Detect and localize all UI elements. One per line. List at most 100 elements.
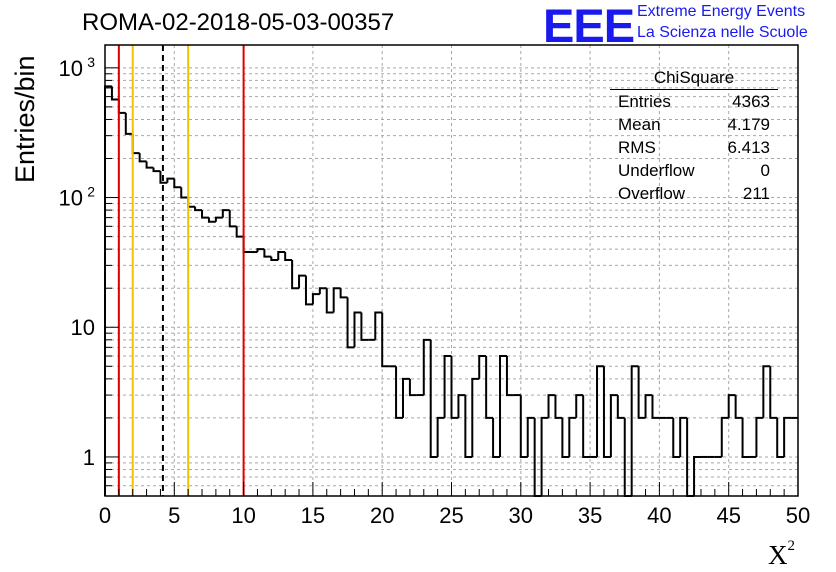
histogram-bin [783,416,792,457]
y-tick-label: 10 [59,56,83,81]
histogram-bin [311,293,320,305]
histogram-bin [540,416,549,496]
x-tick-label: 5 [168,503,180,528]
histogram-bin [277,251,286,260]
x-tick-label: 10 [231,503,255,528]
histogram-bin [152,167,161,173]
histogram-bin [325,288,334,314]
histogram-bin [422,338,431,396]
histogram-bin [138,153,147,163]
x-tick-label: 0 [99,503,111,528]
x-axis-label-base: X [768,540,788,570]
histogram-bin [769,366,778,419]
histogram-bin [339,288,348,299]
x-tick-label: 15 [301,503,325,528]
histogram-bin [644,394,653,418]
stats-key: RMS [618,138,656,157]
histogram-bin [228,210,237,228]
histogram-bin [651,395,660,419]
y-tick-label: 10 [59,186,83,211]
histogram-bin [443,355,452,418]
histogram-bin [235,226,244,238]
x-tick-label: 30 [509,503,533,528]
x-tick-label: 45 [716,503,740,528]
histogram-bin [318,287,327,295]
histogram-bin [457,394,466,418]
histogram-bin [492,417,501,458]
histogram-bin [471,377,480,457]
x-axis-label: X2 [768,538,796,571]
histogram-bin [637,366,646,419]
axis-ticks [104,67,799,497]
histogram-bin [173,178,182,189]
stats-row-entries: Entries 4363 [618,92,770,114]
histogram-bin [207,217,216,223]
eee-logo: EEE [543,0,635,52]
histogram-bin [180,187,189,199]
histogram-bin [221,209,230,218]
stats-key: Underflow [618,161,695,180]
histogram-bin [734,395,743,419]
histogram-bin [304,275,313,306]
histogram-bin [485,356,494,419]
histogram-bin [166,177,175,183]
histogram-bin [284,252,293,261]
histogram-bin [395,366,403,419]
histogram-bin [616,395,625,419]
stats-row-mean: Mean 4.179 [618,115,770,137]
histogram-bin [602,366,611,458]
y-tick-label-exponent: 3 [87,54,95,70]
histogram-bin [104,85,112,496]
histogram-bin [124,112,133,135]
histogram-bin [450,356,459,419]
x-tick-label: 50 [786,503,810,528]
histogram-bin [499,355,507,457]
histogram-bin [187,197,196,208]
histogram-bin [256,248,265,253]
histogram-bin [214,216,223,222]
histogram-bin [159,171,168,184]
y-tick-label: 10 [71,315,95,340]
x-tick-label: 25 [439,503,463,528]
histogram-bin [554,395,563,419]
histogram-bin [519,395,528,458]
stats-row-overflow: Overflow 211 [618,184,770,206]
histogram-bin [436,416,445,457]
logo-subtitle-1: Extreme Energy Events [637,3,806,20]
y-axis-label: Entries/bin [10,55,40,183]
histogram-bin [575,394,584,418]
histogram-bin [145,161,154,169]
histogram-bin [429,339,438,458]
histogram-bin [117,99,126,114]
y-tick-label-exponent: 2 [87,184,95,200]
histogram-bin [353,311,362,348]
histogram-bin [131,133,140,155]
stats-value: 4.179 [727,115,770,134]
histogram-bin [526,416,535,457]
histogram-bin [408,378,417,397]
x-tick-label: 40 [647,503,671,528]
histogram-bin [263,249,272,258]
run-title: ROMA-02-2018-05-03-00357 [82,9,395,36]
stats-row-underflow: Underflow 0 [618,161,770,183]
histogram-bin [332,287,341,313]
stats-divider [610,89,778,90]
histogram-bin [464,395,473,458]
y-tick-label: 1 [83,445,95,470]
histogram-bin [727,394,736,418]
histogram-bin [242,236,251,254]
histogram-bin [478,355,487,379]
histogram-bin [630,365,639,496]
histogram-bin [381,312,390,368]
stats-key: Entries [618,92,671,111]
histogram-bin [741,417,750,458]
x-axis-label-sup: 2 [787,538,796,554]
histogram-bin [755,416,764,457]
histogram-bin [374,311,383,340]
stats-value: 4363 [732,92,770,111]
x-tick-label: 35 [578,503,602,528]
histogram-bin [194,206,203,212]
histogram-bin [568,416,577,457]
